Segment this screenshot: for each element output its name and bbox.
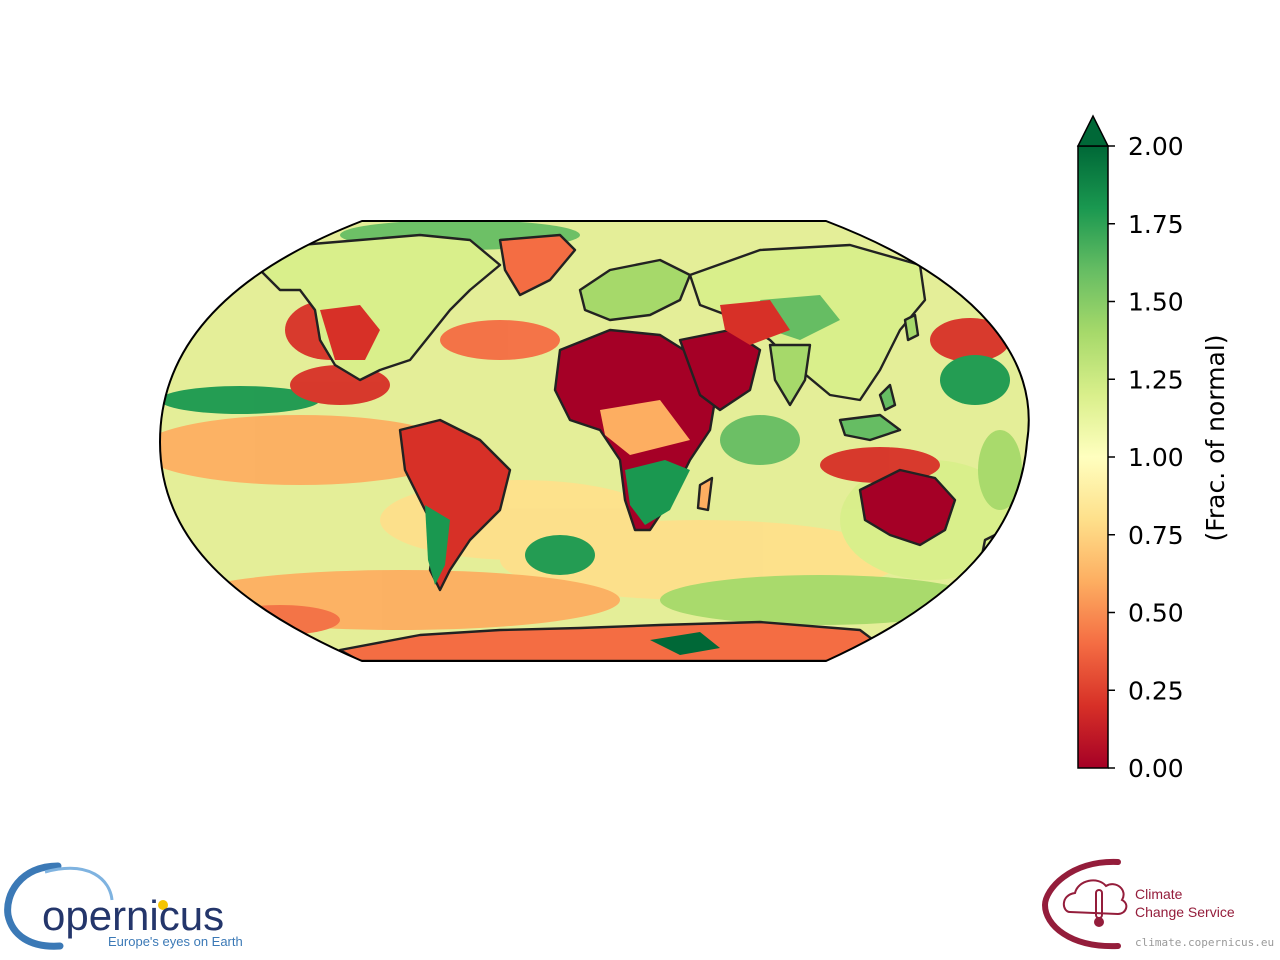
colorbar-tick-label: 0.75 bbox=[1128, 521, 1184, 550]
central-africa bbox=[600, 400, 690, 455]
south-america-wet bbox=[425, 505, 450, 585]
colorbar-tick-label: 1.25 bbox=[1128, 365, 1184, 394]
colorbar-tick-label: 1.75 bbox=[1128, 210, 1184, 239]
australia bbox=[858, 468, 957, 547]
western-us-dry bbox=[320, 305, 380, 360]
map-frame bbox=[158, 220, 1030, 662]
southern-africa-wet bbox=[625, 460, 690, 525]
japan bbox=[903, 313, 920, 342]
philippines bbox=[878, 383, 897, 412]
c3s-line1: Climate bbox=[1135, 886, 1183, 902]
precipitation-map bbox=[158, 220, 1030, 662]
c3s-line2: Change Service bbox=[1135, 904, 1235, 920]
india bbox=[768, 343, 812, 407]
antarctica-wet bbox=[650, 632, 720, 655]
map-field bbox=[160, 221, 1029, 661]
colorbar: 0.00 0.25 0.50 0.75 1.00 1.25 1.50 1.75 2.00 (Fr… bbox=[1076, 114, 1230, 783]
iran-dry bbox=[720, 300, 790, 345]
colorbar-extend-arrow bbox=[1076, 114, 1110, 147]
cloud-icon bbox=[1062, 879, 1128, 916]
indonesia bbox=[838, 413, 902, 442]
copernicus-sun-dot bbox=[158, 900, 168, 910]
south-america bbox=[398, 418, 512, 592]
colorbar-tick-label: 0.00 bbox=[1128, 754, 1184, 783]
copernicus-c-arc bbox=[4, 862, 64, 950]
colorbar-tick-label: 1.50 bbox=[1128, 288, 1184, 317]
thermometer-bulb bbox=[1094, 917, 1104, 927]
antarctica bbox=[338, 620, 882, 661]
madagascar bbox=[696, 476, 714, 512]
colorbar-tick-label: 2.00 bbox=[1128, 132, 1184, 161]
copernicus-tagline: Europe's eyes on Earth bbox=[108, 934, 243, 949]
europe bbox=[578, 258, 692, 322]
north-america bbox=[258, 233, 502, 382]
colorbar-ticks: 0.00 0.25 0.50 0.75 1.00 1.25 1.50 1.75 2.00 bbox=[1108, 132, 1184, 783]
land-areas bbox=[258, 233, 997, 661]
c3s-logo: Climate Change Service climate.copernicu… bbox=[1041, 858, 1274, 950]
copernicus-wordmark: opernicus bbox=[42, 892, 224, 939]
greenland bbox=[498, 233, 577, 297]
colorbar-tick-label: 1.00 bbox=[1128, 443, 1184, 472]
colorbar-tick-label: 0.25 bbox=[1128, 676, 1184, 705]
copernicus-orbit bbox=[44, 866, 114, 901]
colorbar-tick-label: 0.50 bbox=[1128, 599, 1184, 628]
colorbar-label: (Frac. of normal) bbox=[1201, 335, 1230, 542]
c3s-arc bbox=[1041, 858, 1121, 950]
colorbar-gradient bbox=[1077, 145, 1109, 769]
copernicus-logo: opernicus Europe's eyes on Earth bbox=[4, 862, 243, 950]
c3s-url: climate.copernicus.eu bbox=[1135, 936, 1274, 949]
